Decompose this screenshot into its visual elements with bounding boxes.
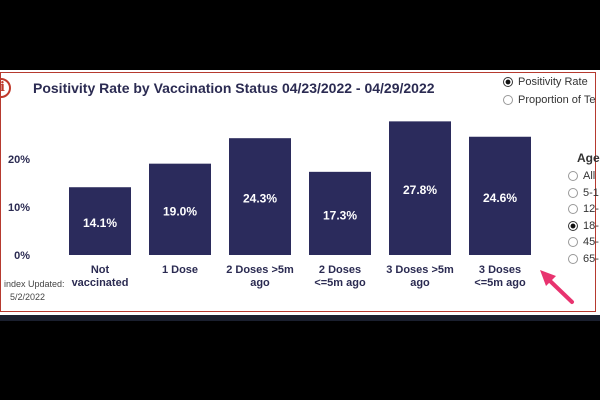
bar-data-label: 24.3% bbox=[243, 192, 277, 206]
age-filter-title: Age bbox=[577, 151, 600, 165]
age-option-3[interactable]: 18- bbox=[568, 220, 599, 232]
bottom-strip bbox=[0, 315, 600, 321]
radio-selected-icon bbox=[568, 220, 578, 231]
bar[interactable] bbox=[309, 171, 371, 255]
radio-label: Positivity Rate bbox=[518, 76, 588, 88]
x-tick-label: 3 Doses >5m ago bbox=[386, 264, 454, 289]
y-axis: 0% 10% 20% bbox=[8, 154, 30, 262]
y-tick-label: 20% bbox=[8, 154, 30, 166]
bar-chart: 0%10%20% 14.1%19.0%24.3%17.3%27.8%24.6% … bbox=[8, 121, 531, 289]
bar-data-label: 19.0% bbox=[163, 204, 197, 218]
age-option-label: All bbox=[583, 170, 596, 182]
index-updated-label: index Updated: bbox=[4, 279, 65, 289]
age-option-4[interactable]: 45- bbox=[568, 236, 599, 248]
radio-unselected-icon bbox=[503, 95, 513, 105]
age-option-label: 18- bbox=[583, 219, 599, 232]
age-option-2[interactable]: 12- bbox=[568, 203, 599, 215]
y-tick-label: 10% bbox=[8, 202, 30, 214]
age-option-label: 45- bbox=[583, 236, 599, 248]
chart-frame bbox=[0, 72, 596, 312]
radio-unselected-icon bbox=[568, 237, 578, 247]
radio-positivity-rate[interactable]: Positivity Rate bbox=[503, 76, 588, 88]
bar[interactable] bbox=[469, 136, 531, 255]
bar[interactable] bbox=[149, 163, 211, 255]
radio-unselected-icon bbox=[568, 171, 578, 181]
bar[interactable] bbox=[69, 187, 131, 255]
age-option-1[interactable]: 5-1 bbox=[568, 187, 599, 199]
radio-unselected-icon bbox=[568, 187, 578, 198]
age-option-label: 65- bbox=[583, 252, 599, 265]
x-tick-label: Not vaccinated bbox=[72, 264, 129, 289]
x-tick-label: 2 Doses >5m ago bbox=[226, 264, 294, 289]
bar-data-label: 24.6% bbox=[483, 191, 517, 205]
x-tick-label: 2 Doses <=5m ago bbox=[314, 264, 366, 289]
radio-unselected-icon bbox=[568, 204, 578, 214]
radio-proportion-of-tests[interactable]: Proportion of Te bbox=[503, 94, 595, 106]
bar[interactable] bbox=[389, 121, 451, 255]
index-updated-note: index Updated: 5/2/2022 bbox=[4, 278, 65, 304]
bar[interactable] bbox=[229, 138, 291, 255]
bar-data-label: 14.1% bbox=[83, 216, 117, 230]
radio-label: Proportion of Te bbox=[518, 94, 596, 106]
age-option-0[interactable]: All bbox=[568, 170, 595, 182]
bar-data-label: 27.8% bbox=[403, 183, 437, 197]
x-tick-label: 3 Doses <=5m ago bbox=[474, 264, 526, 289]
bars: 14.1% 19.0% 24.3% 17.3% 27.8% 24.6% bbox=[69, 121, 531, 255]
bar-data-label: 17.3% bbox=[323, 208, 357, 222]
chart-title: Positivity Rate by Vaccination Status 04… bbox=[33, 80, 435, 96]
index-updated-date: 5/2/2022 bbox=[10, 292, 46, 302]
chart-panel: i Positivity Rate by Vaccination Status … bbox=[0, 70, 600, 315]
x-tick-label: 1 Dose bbox=[162, 264, 198, 276]
radio-unselected-icon bbox=[568, 253, 578, 264]
age-option-5[interactable]: 65- bbox=[568, 253, 599, 265]
radio-selected-icon bbox=[503, 77, 513, 87]
age-option-label: 5-1 bbox=[583, 186, 599, 199]
age-option-label: 12- bbox=[583, 203, 599, 215]
x-axis: Not vaccinated 1 Dose 2 Doses >5m ago 2 Doses… bbox=[72, 264, 526, 289]
y-tick-label: 0% bbox=[14, 250, 30, 262]
